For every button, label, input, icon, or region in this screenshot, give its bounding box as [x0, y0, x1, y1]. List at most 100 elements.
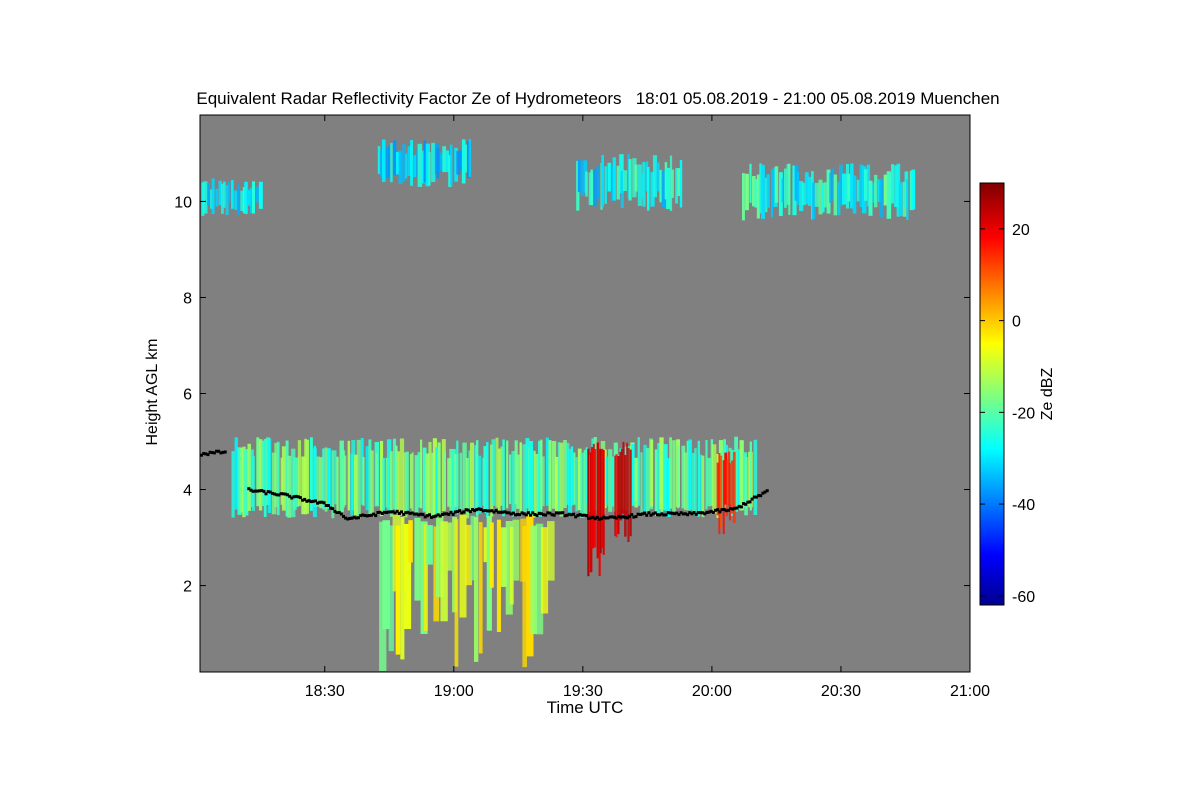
echo-column: [336, 456, 339, 515]
melting-layer-point: [410, 511, 414, 515]
melting-layer-point: [576, 513, 580, 517]
echo-column: [489, 522, 494, 588]
melting-layer-point: [727, 508, 730, 512]
melting-layer-point: [275, 493, 279, 497]
melting-layer-point: [608, 515, 612, 519]
echo-column: [756, 174, 760, 219]
echo-column: [634, 164, 638, 192]
echo-column: [637, 164, 642, 206]
echo-column: [580, 452, 585, 518]
echo-column: [647, 167, 650, 211]
melting-layer-point: [318, 500, 322, 504]
echo-column: [559, 442, 564, 517]
melting-layer-point: [666, 511, 670, 515]
echo-column: [258, 181, 263, 209]
echo-column: [605, 456, 609, 506]
echo-column: [859, 164, 864, 207]
echo-column: [324, 447, 328, 512]
echo-column: [570, 446, 574, 506]
melting-layer-point: [415, 512, 419, 516]
echo-column: [620, 448, 623, 514]
echo-column: [599, 449, 602, 554]
melting-layer-point: [761, 491, 765, 495]
echo-column: [617, 455, 620, 535]
melting-layer-point: [563, 514, 567, 518]
colorbar-tick-label: 0: [1012, 314, 1021, 331]
melting-layer-point: [617, 514, 621, 518]
echo-column: [722, 460, 725, 534]
echo-column: [506, 440, 509, 509]
echo-column: [442, 146, 446, 173]
melting-layer-point: [273, 492, 277, 496]
echo-column: [540, 439, 543, 510]
echo-column: [660, 438, 664, 512]
melting-layer-point: [206, 453, 210, 457]
echo-column: [436, 147, 440, 179]
melting-layer-point: [279, 492, 283, 496]
echo-column: [287, 455, 292, 518]
melting-layer-point: [694, 512, 698, 516]
melting-layer-point: [387, 510, 391, 514]
melting-layer-point: [255, 489, 259, 493]
colorbar: [979, 182, 1005, 606]
echo-column: [456, 440, 459, 515]
echo-column: [234, 437, 238, 510]
echo-column: [426, 525, 433, 565]
melting-layer-point: [759, 494, 763, 498]
melting-layer-point: [204, 452, 208, 456]
x-tick-label: 20:00: [692, 683, 732, 700]
melting-layer-point: [430, 515, 434, 519]
melting-layer-point: [290, 496, 294, 500]
echo-column: [295, 457, 299, 507]
melting-layer-point: [643, 511, 647, 515]
melting-layer-point: [281, 492, 285, 496]
echo-column: [274, 442, 279, 507]
echo-column: [297, 440, 301, 506]
melting-layer-point: [380, 512, 384, 515]
melting-layer-point: [664, 513, 668, 517]
melting-layer-point: [699, 511, 702, 515]
echo-column: [666, 458, 671, 517]
melting-layer-point: [580, 513, 584, 517]
echo-column: [246, 189, 252, 206]
echo-anvil-layer: [231, 436, 758, 519]
echo-column: [631, 443, 635, 506]
echo-column: [379, 440, 384, 517]
echo-column: [301, 456, 306, 515]
melting-layer-point: [320, 500, 324, 504]
melting-layer-point: [703, 512, 707, 516]
melting-layer-point: [604, 516, 608, 520]
echo-column: [770, 169, 774, 218]
echo-column: [898, 182, 903, 216]
echo-column: [468, 139, 472, 177]
melting-layer-point: [632, 515, 636, 519]
echo-column: [585, 447, 588, 506]
melting-layer-point: [296, 495, 300, 499]
melting-layer-point: [363, 514, 367, 517]
echo-column: [650, 440, 654, 507]
echo-column: [784, 168, 787, 208]
melting-layer-point: [449, 510, 453, 514]
melting-layer-point: [520, 511, 524, 515]
echo-column: [470, 442, 474, 511]
melting-layer-point: [434, 514, 438, 518]
echo-column: [422, 447, 427, 512]
echo-cirrus-west: [201, 178, 263, 216]
echo-column: [452, 449, 456, 513]
echo-column: [271, 452, 277, 515]
echo-column: [761, 164, 765, 219]
echo-column: [256, 437, 260, 507]
melting-layer-point: [636, 512, 640, 516]
echo-column: [495, 437, 499, 508]
echo-column: [799, 181, 804, 212]
melting-layer-point: [440, 513, 444, 516]
echo-column: [267, 438, 272, 513]
echo-column: [483, 446, 488, 513]
melting-layer-point: [412, 512, 416, 516]
echo-column: [405, 153, 408, 179]
y-tick-label: 6: [183, 387, 192, 404]
echo-column: [842, 173, 847, 205]
echo-column: [565, 442, 570, 505]
echo-column: [437, 442, 441, 515]
echo-column: [626, 442, 629, 519]
